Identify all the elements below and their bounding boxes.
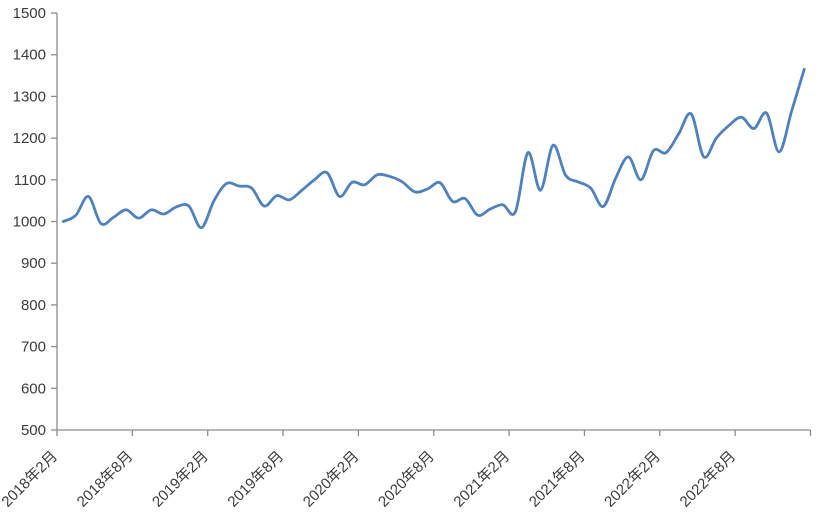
x-axis-label: 2021年8月 — [526, 448, 589, 511]
y-axis-label: 800 — [21, 297, 46, 314]
x-axis-label: 2021年2月 — [450, 448, 513, 511]
x-axis-label: 2022年8月 — [677, 448, 740, 511]
x-axis-label: 2018年8月 — [74, 448, 137, 511]
x-axis-label: 2019年8月 — [224, 448, 287, 511]
y-axis-label: 700 — [21, 339, 46, 356]
x-axis-label: 2020年2月 — [300, 448, 363, 511]
y-axis-label: 1000 — [13, 214, 46, 231]
y-axis-label: 1300 — [13, 88, 46, 105]
y-axis-label: 1100 — [14, 172, 46, 189]
x-axis-label: 2019年2月 — [149, 448, 212, 511]
y-axis-label: 600 — [21, 380, 46, 397]
y-axis-label: 1400 — [13, 47, 46, 64]
x-axis-label: 2018年2月 — [0, 448, 61, 511]
x-axis-label: 2022年2月 — [601, 448, 664, 511]
x-axis-label: 2020年8月 — [375, 448, 438, 511]
series-line — [61, 67, 806, 230]
y-axis-label: 900 — [21, 255, 46, 272]
y-axis-label: 1200 — [13, 130, 46, 147]
y-axis-label: 1500 — [13, 5, 46, 22]
y-axis-label: 500 — [21, 422, 46, 439]
